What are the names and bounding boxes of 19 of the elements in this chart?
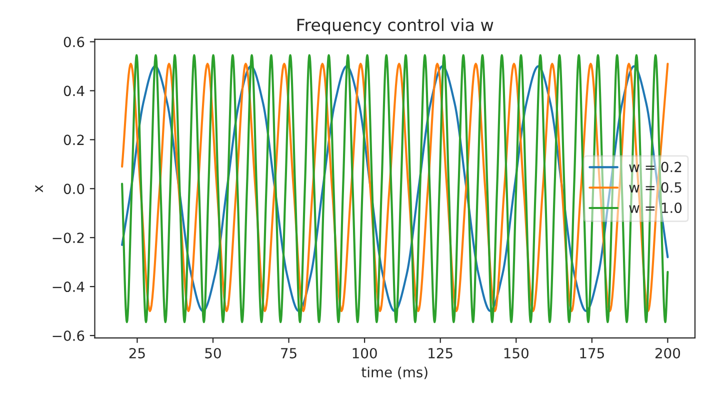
x-tick-label: 175 bbox=[580, 348, 604, 358]
chart-title: Frequency control via w bbox=[297, 18, 494, 34]
x-tick-label: 100 bbox=[352, 348, 377, 358]
y-tick-label: −0.6 bbox=[52, 330, 84, 342]
x-tick-label: 200 bbox=[655, 348, 680, 358]
y-tick-label: 0.6 bbox=[64, 36, 84, 48]
legend-label: w = 1.0 bbox=[629, 202, 682, 214]
x-axis-title: time (ms) bbox=[362, 366, 428, 380]
x-tick-label: 150 bbox=[504, 348, 528, 358]
y-tick-label: −0.2 bbox=[52, 232, 84, 244]
x-tick-label: 25 bbox=[129, 348, 145, 358]
y-axis-title: x bbox=[35, 184, 43, 192]
x-tick-label: 75 bbox=[281, 348, 296, 358]
x-tick-label: 50 bbox=[205, 348, 221, 358]
y-tick-label: 0.0 bbox=[64, 184, 84, 194]
y-tick-label: −0.4 bbox=[52, 282, 84, 292]
x-tick-label: 125 bbox=[428, 348, 452, 358]
y-tick-label: 0.2 bbox=[64, 134, 84, 146]
y-tick-label: 0.4 bbox=[64, 86, 84, 96]
